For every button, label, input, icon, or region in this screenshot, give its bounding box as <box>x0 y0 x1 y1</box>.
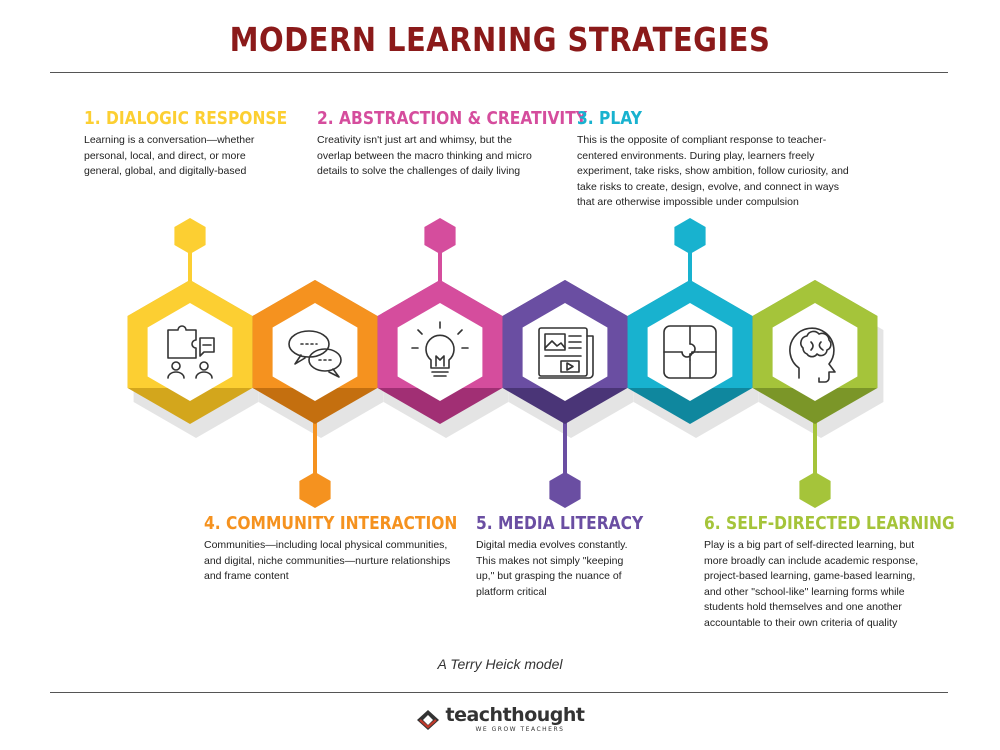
connector-hexagon <box>299 472 331 508</box>
strategy-desc-abstraction: Creativity isn't just art and whimsy, bu… <box>317 134 532 177</box>
strategy-title-self-directed: 6. SELF-DIRECTED LEARNING <box>704 513 955 534</box>
hexagon-node-1 <box>127 218 253 424</box>
hexagon-inner <box>647 303 733 401</box>
lightbulb-icon <box>411 321 469 377</box>
model-credit: A Terry Heick model <box>437 656 563 672</box>
teachthought-mark-icon <box>416 709 439 730</box>
strategy-title-abstraction: 2. ABSTRACTION & CREATIVITY <box>317 108 587 129</box>
strategy-title-dialogic: 1. DIALOGIC RESPONSE <box>84 108 288 129</box>
strategy-desc-media: Digital media evolves constantly. This m… <box>476 539 628 598</box>
hexagon-node-6 <box>752 280 878 508</box>
brand-name: teachthought <box>445 704 585 726</box>
connector-hexagon <box>174 218 206 254</box>
top-divider <box>50 72 948 73</box>
strategy-title-community: 4. COMMUNITY INTERACTION <box>204 513 458 534</box>
puzzle-pieces-icon <box>663 325 717 379</box>
strategy-desc-self-directed: Play is a big part of self-directed lear… <box>704 539 919 629</box>
brand-logo: teachthought WE GROW TEACHERS <box>0 706 1000 736</box>
speech-bubbles-icon <box>288 330 342 378</box>
newspaper-icon <box>538 327 594 379</box>
strategy-title-media: 5. MEDIA LITERACY <box>476 513 644 534</box>
strategy-desc-community: Communities—including local physical com… <box>204 539 451 582</box>
hexagon-node-4 <box>502 280 628 508</box>
connector-hexagon <box>799 472 831 508</box>
strategy-title-play: 3. PLAY <box>577 108 642 129</box>
page-title: MODERN LEARNING STRATEGIES <box>229 20 771 59</box>
bottom-divider <box>50 692 948 693</box>
hexagon-node-5 <box>627 218 753 424</box>
hexagon-inner <box>772 303 858 401</box>
strategy-desc-dialogic: Learning is a conversation—whether perso… <box>84 134 255 177</box>
brain-head-icon <box>789 327 836 383</box>
puzzle-dialogue-icon <box>167 325 215 379</box>
strategy-desc-play: This is the opposite of compliant respon… <box>577 134 849 208</box>
hexagon-inner <box>397 303 483 401</box>
connector-hexagon <box>549 472 581 508</box>
brand-tagline: WE GROW TEACHERS <box>475 726 565 733</box>
connector-hexagon <box>424 218 456 254</box>
hexagon-node-3 <box>377 218 503 424</box>
connector-hexagon <box>674 218 706 254</box>
hexagon-node-2 <box>252 280 378 508</box>
